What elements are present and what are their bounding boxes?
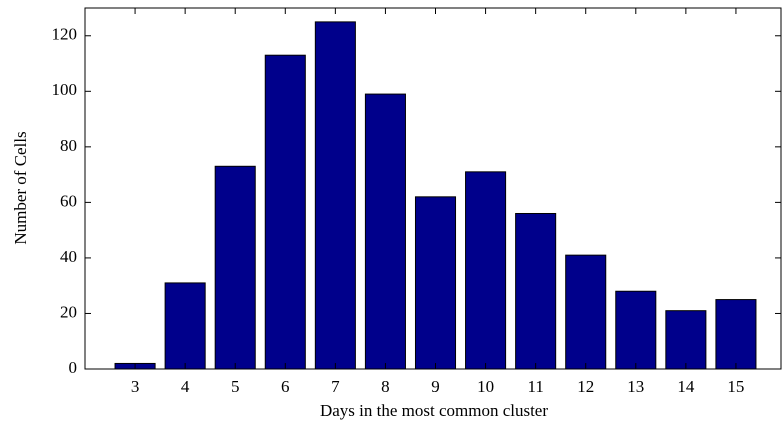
x-tick-label: 14 xyxy=(677,377,695,396)
bar xyxy=(264,54,306,370)
x-tick-label: 11 xyxy=(527,377,543,396)
bar xyxy=(615,290,657,370)
x-tick-label: 6 xyxy=(281,377,290,396)
x-tick-label: 4 xyxy=(181,377,190,396)
x-tick-label: 12 xyxy=(577,377,594,396)
x-tick-label: 13 xyxy=(627,377,644,396)
x-tick-label: 7 xyxy=(331,377,340,396)
y-tick-label: 80 xyxy=(60,136,77,155)
x-axis-label: Days in the most common cluster xyxy=(320,401,548,420)
y-axis-label: Number of Cells xyxy=(11,131,30,244)
bar xyxy=(565,254,607,370)
x-tick-label: 10 xyxy=(477,377,494,396)
x-tick-label: 3 xyxy=(131,377,140,396)
bar xyxy=(214,165,256,370)
x-tick-label: 5 xyxy=(231,377,240,396)
y-tick-label: 100 xyxy=(52,80,78,99)
plot-frame xyxy=(84,7,782,370)
y-tick-label: 20 xyxy=(60,302,77,321)
x-tick-label: 9 xyxy=(431,377,440,396)
bar xyxy=(665,310,707,370)
bar xyxy=(515,212,557,370)
y-tick-label: 120 xyxy=(52,25,78,44)
bar xyxy=(164,282,206,370)
bar xyxy=(414,196,457,370)
bar xyxy=(465,171,507,370)
x-tick-label: 15 xyxy=(727,377,744,396)
y-tick-label: 40 xyxy=(60,247,77,266)
bar xyxy=(364,93,406,370)
y-tick-label: 0 xyxy=(69,358,78,377)
y-tick-label: 60 xyxy=(60,191,77,210)
bar xyxy=(314,21,356,370)
bar xyxy=(715,299,757,370)
x-tick-label: 8 xyxy=(381,377,390,396)
